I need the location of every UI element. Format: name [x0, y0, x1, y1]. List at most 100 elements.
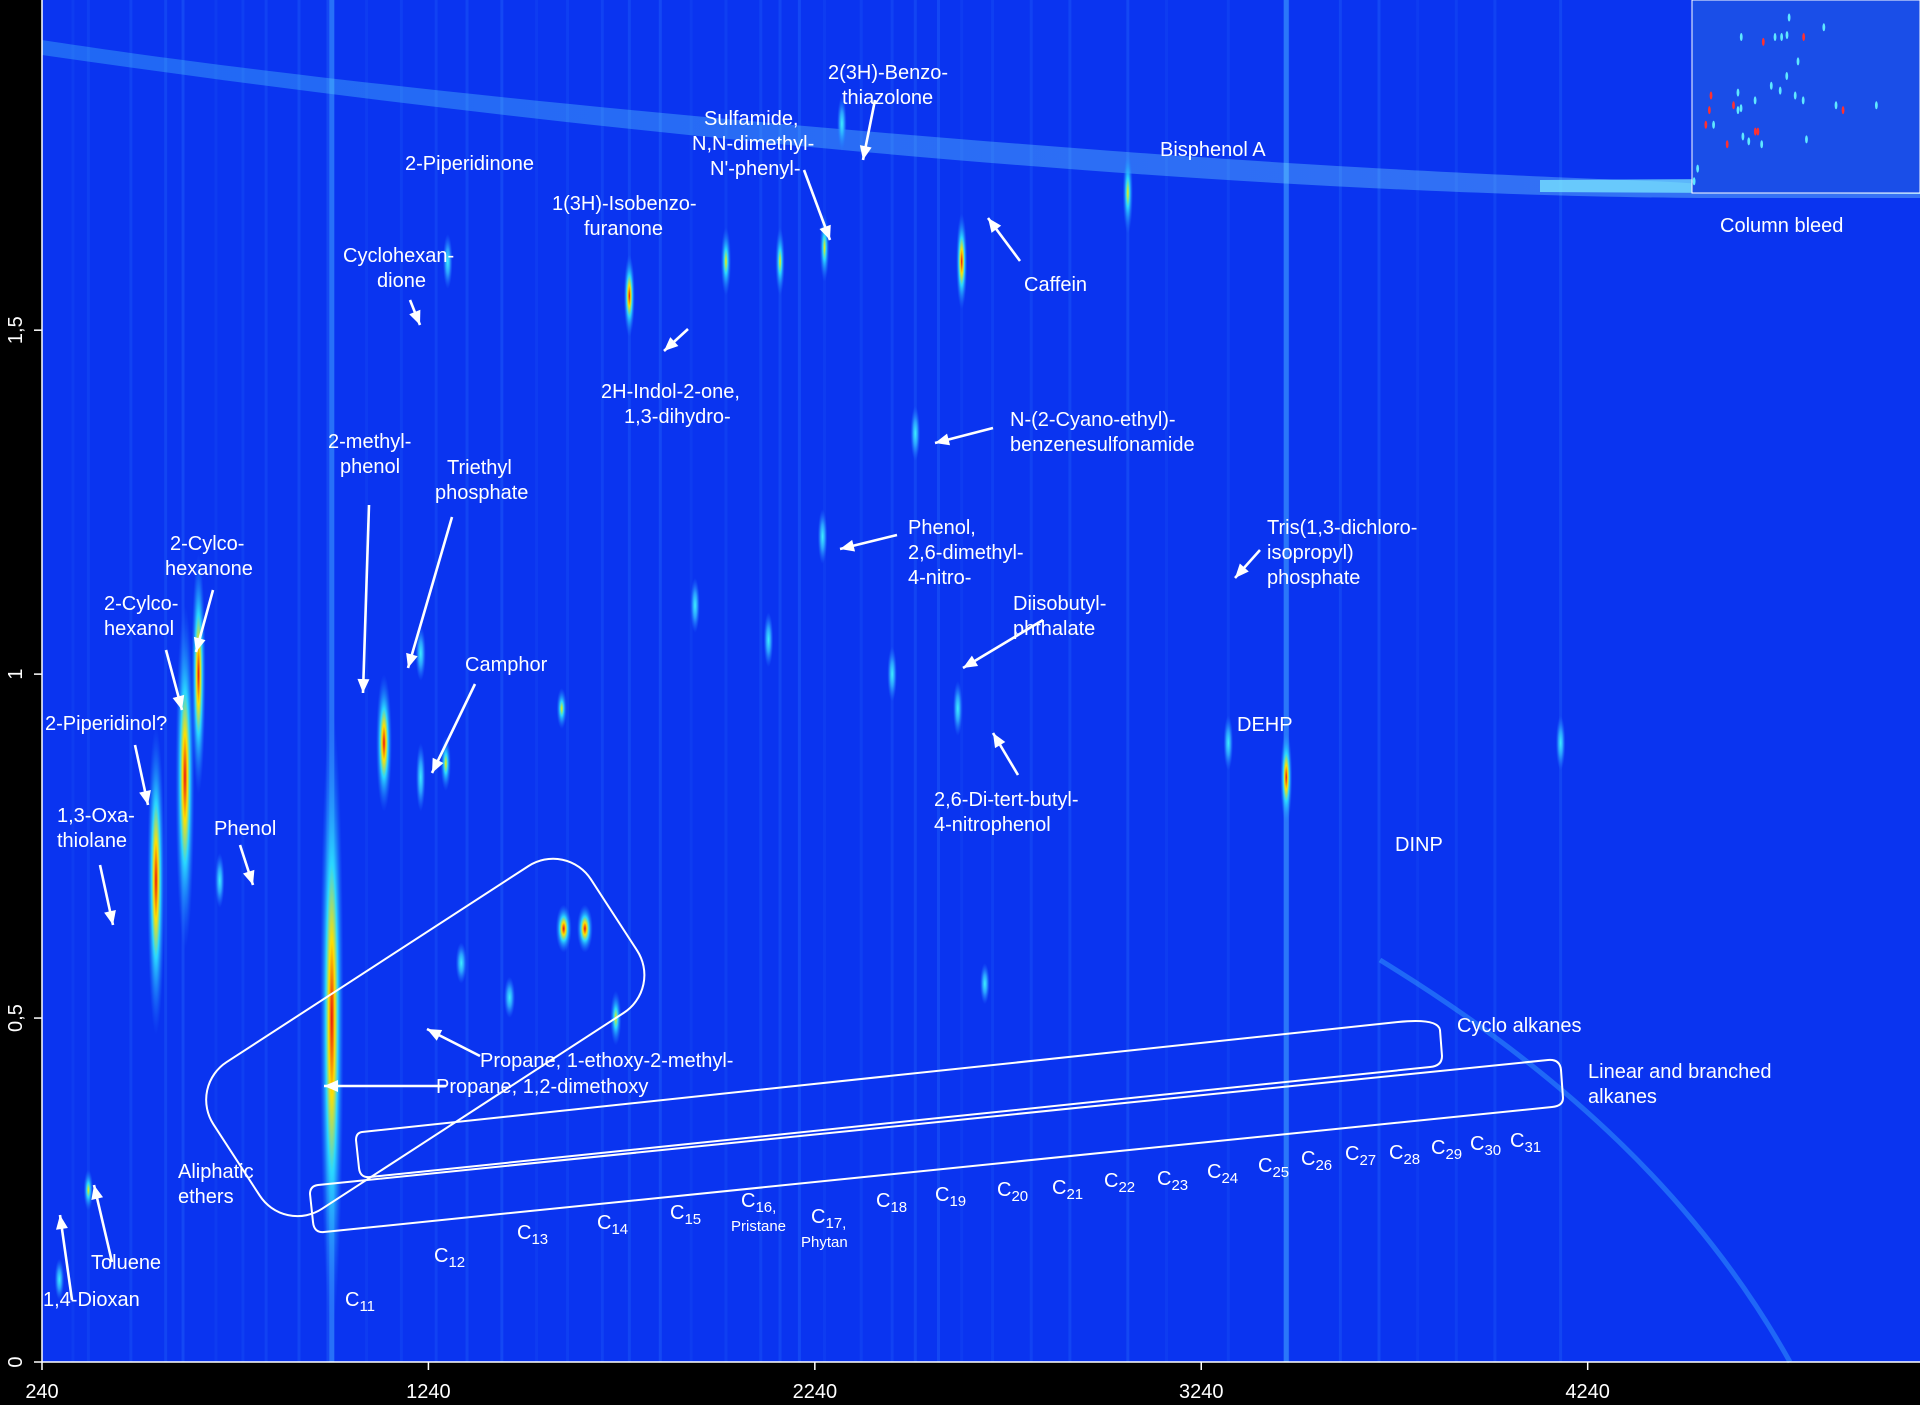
alkane-number: 23 — [1171, 1177, 1188, 1194]
label-diisobutylphthalate-l2: phthalate — [1013, 618, 1095, 640]
alkane-label: C26 — [1301, 1148, 1332, 1174]
peak — [1555, 715, 1566, 771]
label-ditertbutyl: 2,6-Di-tert-butyl- 4-nitrophenol — [934, 789, 1084, 836]
label-dimethylnitrophenol-l2: 2,6-dimethyl- — [908, 542, 1024, 564]
inset-peak — [1760, 140, 1764, 149]
arrow-head — [963, 655, 979, 668]
background-streak — [1559, 0, 1563, 1362]
alkane-label: C13 — [517, 1222, 548, 1248]
alkane-sublabel: Phytan — [801, 1234, 848, 1251]
alkane-c: C — [1431, 1137, 1445, 1159]
background-streak — [465, 0, 469, 1362]
label-tcpp: Tris(1,3-dichloro- isopropyl) phosphate — [1267, 517, 1423, 589]
background-streak — [778, 0, 782, 1362]
alkane-label: C17, — [811, 1206, 846, 1232]
background-streak — [913, 0, 917, 1362]
annotation-arrows — [56, 99, 1261, 1301]
inset-peak — [1753, 96, 1757, 105]
inset-peak — [1778, 86, 1782, 95]
alkane-number: 24 — [1221, 1170, 1238, 1187]
background-streak — [724, 0, 728, 1362]
label-methylphenol: 2-methyl- phenol — [328, 431, 417, 478]
arrow-head — [993, 733, 1006, 749]
alkane-number: 29 — [1445, 1146, 1462, 1163]
alkane-c: C — [741, 1190, 755, 1212]
inset-peak — [1773, 33, 1777, 42]
alkane-number: 28 — [1403, 1151, 1420, 1168]
inset-peak — [1747, 137, 1751, 146]
y-tick-label: 1 — [5, 669, 27, 680]
arrow-head — [664, 337, 679, 351]
label-oxathiolane: 1,3-Oxa- thiolane — [57, 805, 140, 852]
alkane-c: C — [1207, 1161, 1221, 1183]
inset-peak — [1793, 91, 1797, 100]
alkane-sublabel: Pristane — [731, 1218, 786, 1235]
alkane-label: C20 — [997, 1179, 1028, 1205]
inset-peak — [1841, 106, 1845, 115]
inset-peak — [1707, 106, 1711, 115]
arrow-line — [361, 504, 371, 694]
peak — [455, 942, 467, 984]
label-cyclohexandione: Cyclohexan- dione — [343, 245, 460, 292]
background-streak — [1164, 0, 1168, 1362]
inset-peak — [1736, 88, 1740, 97]
inset-peak — [1736, 106, 1740, 115]
annotation-labels: 1,4-Dioxan Toluene 1,3-Oxa- thiolane 2-P… — [43, 62, 1843, 1311]
background-streak — [1454, 0, 1458, 1362]
alkane-number: 21 — [1066, 1186, 1083, 1203]
background-streak — [759, 0, 763, 1362]
background-streak-strong — [329, 0, 335, 1362]
peak — [214, 852, 225, 908]
label-cyanoethyl: N-(2-Cyano-ethyl)- benzenesulfonamide — [1010, 409, 1195, 456]
label-sulfamide: Sulfamide, N,N-dimethyl- N'-phenyl- — [692, 108, 820, 180]
background-streak — [566, 0, 570, 1362]
alkane-number: 19 — [949, 1193, 966, 1210]
alkane-c: C — [1301, 1148, 1315, 1170]
peak — [953, 681, 963, 737]
alkane-c: C — [1470, 1133, 1484, 1155]
label-tcpp-l1: Tris(1,3-dichloro- — [1267, 517, 1417, 539]
peak — [556, 687, 567, 730]
alkane-label: C24 — [1207, 1161, 1238, 1187]
label-propane-ethoxy: Propane, 1-ethoxy-2-methyl- — [480, 1050, 733, 1072]
alkane-c: C — [1510, 1130, 1524, 1152]
inset-thumbnail — [1691, 0, 1920, 194]
alkane-label: C11 — [345, 1289, 375, 1315]
inset-peak — [1785, 72, 1789, 81]
label-cyclohexanone: 2-Cylco- hexanone — [165, 533, 253, 580]
bleed-arc — [1378, 957, 1793, 1364]
arrow-head — [432, 757, 444, 773]
label-phenol: Phenol — [214, 818, 276, 840]
alkane-label: C23 — [1157, 1168, 1188, 1194]
label-indolone-l2: 1,3-dihydro- — [624, 406, 731, 428]
peak — [576, 904, 593, 953]
inset-peak — [1692, 177, 1696, 186]
alkane-number: 18 — [890, 1199, 907, 1216]
label-linear-alkanes-l1: Linear and branched — [1588, 1061, 1771, 1083]
inset-peak — [1785, 31, 1789, 40]
background-streak — [1126, 0, 1130, 1362]
x-tick-label: 4240 — [1565, 1381, 1610, 1403]
label-oxathiolane-l1: 1,3-Oxa- — [57, 805, 135, 827]
peak — [1223, 715, 1234, 771]
peak — [83, 1169, 94, 1211]
region-linear-alkanes — [308, 1058, 1565, 1234]
label-cyclohexandione-l2: dione — [377, 270, 426, 292]
alkane-number: 14 — [611, 1221, 628, 1238]
alkane-number: 13 — [531, 1231, 548, 1248]
background-streak — [797, 0, 801, 1362]
alkane-c: C — [1157, 1168, 1171, 1190]
background-streak — [434, 0, 438, 1362]
y-tick-label: 0,5 — [5, 1004, 27, 1032]
peak — [555, 904, 572, 953]
alkane-number: 17, — [825, 1215, 846, 1232]
background-streak — [1338, 0, 1342, 1362]
label-benzothiazolone-l1: 2(3H)-Benzo- — [828, 62, 948, 84]
label-methylphenol-l1: 2-methyl- — [328, 431, 411, 453]
peak — [54, 1258, 65, 1301]
alkane-c: C — [1389, 1142, 1403, 1164]
label-toluene: Toluene — [91, 1252, 161, 1274]
alkane-number: 30 — [1484, 1142, 1501, 1159]
background-streak — [600, 0, 604, 1362]
